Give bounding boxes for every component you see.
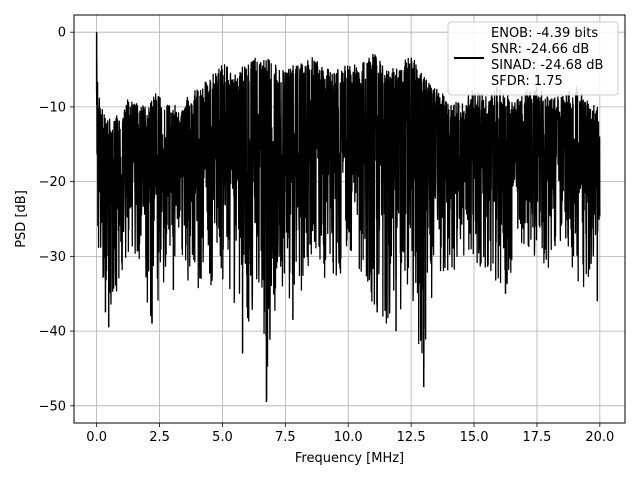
x-axis-ticks: 0.0 2.5 5.0 7.5 10.0 12.5 15.0 17.5 20.0 bbox=[86, 423, 614, 445]
legend-entry-snr: SNR: -24.66 dB bbox=[491, 42, 589, 57]
x-tick-label: 2.5 bbox=[149, 430, 170, 445]
series-psd bbox=[95, 32, 601, 403]
x-tick-label: 17.5 bbox=[522, 430, 551, 445]
y-tick-label: −50 bbox=[39, 399, 66, 414]
y-tick-label: −30 bbox=[39, 250, 66, 265]
y-tick-label: 0 bbox=[58, 26, 66, 41]
y-tick-label: −40 bbox=[39, 325, 66, 340]
x-tick-label: 0.0 bbox=[86, 430, 107, 445]
legend-box bbox=[447, 21, 619, 96]
x-axis-label: Frequency [MHz] bbox=[295, 451, 404, 466]
legend: ENOB: -4.39 bits SNR: -24.66 dB SINAD: -… bbox=[447, 21, 619, 96]
psd-trace bbox=[95, 53, 601, 399]
legend-entry-enob: ENOB: -4.39 bits bbox=[491, 26, 598, 41]
legend-entry-sinad: SINAD: -24.68 dB bbox=[491, 58, 603, 73]
x-tick-label: 10.0 bbox=[334, 430, 363, 445]
y-tick-label: −10 bbox=[39, 100, 66, 115]
x-tick-label: 5.0 bbox=[212, 430, 233, 445]
y-axis-ticks: 0 −10 −20 −30 −40 −50 bbox=[39, 26, 74, 414]
x-tick-label: 12.5 bbox=[397, 430, 426, 445]
legend-entry-sfdr: SFDR: 1.75 bbox=[491, 74, 563, 89]
y-axis-label: PSD [dB] bbox=[14, 190, 29, 248]
axes-frame bbox=[73, 14, 626, 424]
x-tick-label: 15.0 bbox=[460, 430, 489, 445]
y-tick-label: −20 bbox=[39, 175, 66, 190]
x-tick-label: 7.5 bbox=[275, 430, 296, 445]
x-tick-label: 20.0 bbox=[585, 430, 614, 445]
